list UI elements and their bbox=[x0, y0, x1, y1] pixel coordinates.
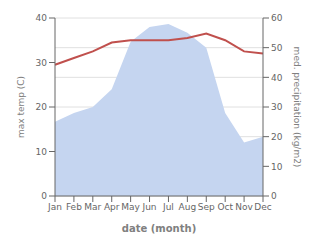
svg-text:10: 10 bbox=[36, 147, 48, 157]
svg-text:Jan: Jan bbox=[47, 202, 62, 212]
svg-text:Dec: Dec bbox=[254, 202, 271, 212]
svg-text:50: 50 bbox=[271, 43, 283, 53]
svg-text:Jun: Jun bbox=[142, 202, 157, 212]
svg-text:Feb: Feb bbox=[66, 202, 82, 212]
svg-text:20: 20 bbox=[36, 102, 48, 112]
svg-text:Mar: Mar bbox=[84, 202, 101, 212]
svg-text:max temp (C): max temp (C) bbox=[16, 76, 26, 138]
svg-text:med. precipitation (kg/m2): med. precipitation (kg/m2) bbox=[292, 47, 302, 168]
svg-text:40: 40 bbox=[271, 73, 283, 83]
svg-text:30: 30 bbox=[36, 58, 48, 68]
svg-text:40: 40 bbox=[36, 13, 48, 23]
svg-text:0: 0 bbox=[41, 191, 47, 201]
svg-text:30: 30 bbox=[271, 102, 283, 112]
svg-text:Nov: Nov bbox=[235, 202, 253, 212]
svg-text:Jul: Jul bbox=[162, 202, 174, 212]
svg-text:20: 20 bbox=[271, 132, 283, 142]
svg-text:60: 60 bbox=[271, 13, 283, 23]
svg-text:Oct: Oct bbox=[217, 202, 233, 212]
svg-text:Apr: Apr bbox=[104, 202, 120, 212]
svg-text:Aug: Aug bbox=[179, 202, 197, 212]
svg-text:date (month): date (month) bbox=[122, 223, 196, 234]
svg-text:Sep: Sep bbox=[198, 202, 215, 212]
svg-text:10: 10 bbox=[271, 162, 283, 172]
svg-text:May: May bbox=[121, 202, 140, 212]
svg-text:0: 0 bbox=[271, 191, 277, 201]
